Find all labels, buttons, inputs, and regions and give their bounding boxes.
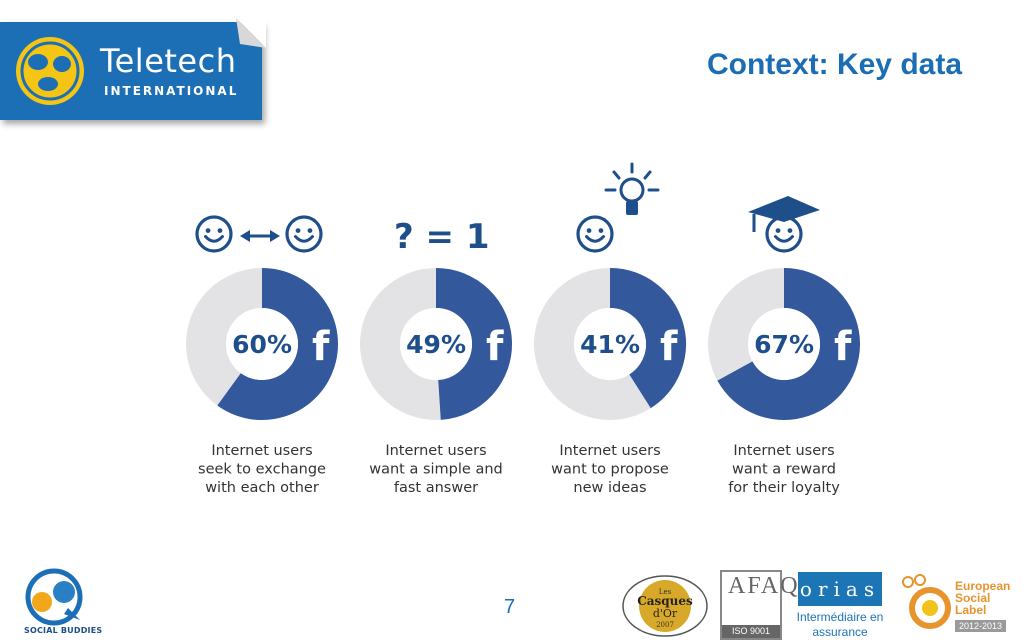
percent-label: 67% — [754, 330, 814, 359]
social-buddies-label: SOCIAL BUDDIES — [24, 626, 103, 635]
caption-line: Internet users — [385, 443, 486, 459]
key-data-chart: ? = 1 60% f Internet users seek to exchange… — [186, 162, 860, 496]
afaq-letters: AFAQ — [728, 573, 800, 599]
european-social-label-year: 2012-2013 — [955, 620, 1007, 632]
orias-subtitle: Intermédiaire en assurance — [796, 610, 884, 639]
social-buddies-logo-icon — [25, 568, 83, 626]
percent-label: 60% — [232, 330, 292, 359]
caption-line: want a reward — [732, 462, 836, 478]
caption-line: Internet users — [733, 443, 834, 459]
smiley-graduate-icon — [748, 196, 820, 253]
caption-line: want to propose — [551, 462, 669, 478]
teletech-logo-mark-icon — [16, 37, 84, 105]
facebook-icon: f — [312, 324, 330, 370]
page-number: 7 — [504, 596, 516, 618]
logo-subtitle: INTERNATIONAL — [104, 84, 239, 98]
slide-title: Context: Key data — [706, 48, 962, 81]
facebook-icon: f — [486, 324, 504, 370]
teletech-logo: Teletech INTERNATIONAL — [0, 18, 266, 120]
svg-text:? = 1: ? = 1 — [394, 217, 490, 257]
afaq-iso-label: ISO 9001 — [722, 625, 780, 638]
caption-line: Internet users — [559, 443, 660, 459]
casques-of: d'Or — [653, 607, 678, 620]
donut-slice — [217, 268, 338, 420]
caption-line: new ideas — [573, 480, 646, 496]
facebook-icon: f — [834, 324, 852, 370]
caption-line: fast answer — [394, 480, 478, 496]
donut-3: 41% f Internet users want to propose new ide… — [534, 268, 686, 496]
orias-logo: orias — [798, 572, 882, 606]
donut-2: 49% f Internet users want a simple and fast … — [360, 268, 512, 496]
afaq-iso-logo: AFAQ ISO 9001 — [720, 570, 798, 640]
facebook-icon: f — [660, 324, 678, 370]
percent-label: 49% — [406, 330, 466, 359]
caption-line: with each other — [205, 480, 319, 496]
question-equals-one-icon: ? = 1 — [394, 217, 490, 257]
european-social-label-logo-icon — [902, 574, 951, 629]
donut-slice — [609, 268, 686, 409]
percent-label: 41% — [580, 330, 640, 359]
casques-main: Casques — [637, 594, 693, 608]
logo-name: Teletech — [100, 42, 237, 80]
caption-line: seek to exchange — [198, 462, 326, 478]
smiley-lightbulb-icon — [576, 162, 660, 253]
donut-slice — [435, 268, 512, 420]
caption-line: want a simple and — [369, 462, 502, 478]
casques-small: Les — [659, 588, 672, 596]
european-social-label-text: European Social Label — [955, 579, 1011, 617]
page-fold-icon — [236, 18, 266, 48]
donut-slice — [717, 268, 860, 420]
donut-1: 60% f Internet users seek to exchange with e… — [186, 268, 338, 496]
smiley-exchange-icon — [195, 215, 323, 253]
casques-year: 2007 — [656, 621, 674, 629]
casques-dor-logo: Les Casques d'Or 2007 — [622, 575, 708, 637]
caption-line: for their loyalty — [728, 480, 840, 496]
caption-line: Internet users — [211, 443, 312, 459]
donut-4: 67% f Internet users want a reward for their… — [708, 268, 860, 496]
